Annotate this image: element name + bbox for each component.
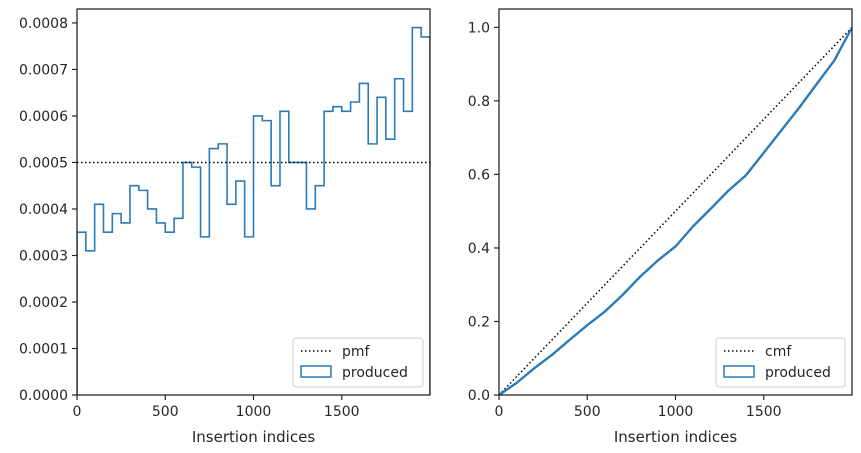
cmf-x-tick-label: 0 [495, 404, 504, 420]
cmf-x-tick-label: 1000 [658, 404, 694, 420]
pmf-y-tick-label: 0.0005 [19, 155, 68, 171]
cmf-y-tick-label: 0.4 [468, 241, 490, 257]
cmf-plot-area [499, 26, 852, 395]
pmf-x-ticks: 0 500 1000 1500 [73, 395, 360, 420]
cmf-y-ticks: 0.0 0.2 0.4 0.6 0.8 1.0 [468, 20, 499, 404]
pmf-y-tick-label: 0.0003 [19, 248, 68, 264]
cmf-legend-swatch-produced [723, 365, 755, 378]
cmf-legend-label-produced: produced [765, 365, 831, 381]
pmf-y-tick-label: 0.0002 [19, 295, 68, 311]
cmf-reference-line [499, 26, 852, 395]
pmf-y-tick-label: 0.0007 [19, 62, 68, 78]
cmf-plot-frame [498, 8, 853, 396]
pmf-x-tick-label: 1000 [236, 404, 272, 420]
pmf-y-tick-label: 0.0008 [19, 16, 68, 32]
pmf-series-group [77, 26, 430, 395]
cmf-produced-line [499, 26, 852, 395]
cmf-series-group [499, 26, 852, 395]
pmf-x-tick-label: 0 [73, 404, 82, 420]
cmf-y-tick-label: 0.0 [468, 388, 490, 404]
cmf-legend-label-cmf: cmf [765, 344, 792, 360]
pmf-legend-label-produced: produced [342, 365, 408, 381]
pmf-y-tick-label: 0.0001 [19, 341, 68, 357]
pmf-y-tick-label: 0.0006 [19, 109, 68, 125]
cmf-x-tick-label: 500 [574, 404, 601, 420]
cmf-x-ticks: 0 500 1000 1500 [495, 395, 782, 420]
cmf-x-axis-label: Insertion indices [614, 428, 737, 446]
pmf-legend: pmf produced [292, 337, 424, 388]
pmf-x-tick-label: 500 [152, 404, 179, 420]
pmf-plot-area [77, 26, 430, 395]
cmf-y-tick-label: 0.2 [468, 314, 490, 330]
cmf-legend: cmf produced [715, 337, 846, 388]
pmf-x-tick-label: 1500 [324, 404, 360, 420]
pmf-x-axis-label: Insertion indices [192, 428, 315, 446]
pmf-y-tick-label: 0.0000 [19, 388, 68, 404]
pmf-y-tick-label: 0.0004 [19, 202, 68, 218]
cmf-y-tick-label: 0.6 [468, 167, 490, 183]
cmf-y-tick-label: 1.0 [468, 20, 490, 36]
cmf-x-tick-label: 1500 [746, 404, 782, 420]
cmf-chart-panel: 0 500 1000 1500 0.0 0.2 0.4 0.6 0.8 1.0 Insertio… [468, 8, 853, 446]
pmf-produced-histogram [77, 26, 430, 395]
pmf-legend-swatch-produced [300, 365, 332, 378]
pmf-y-ticks: 0.0000 0.0001 0.0002 0.0003 0.0004 0.0005 0.00… [19, 16, 77, 404]
cmf-y-tick-label: 0.8 [468, 94, 490, 110]
pmf-legend-label-pmf: pmf [342, 344, 371, 360]
pmf-chart-panel: 0 500 1000 1500 0.00000.00010.00020.00030.0… [19, 8, 431, 446]
